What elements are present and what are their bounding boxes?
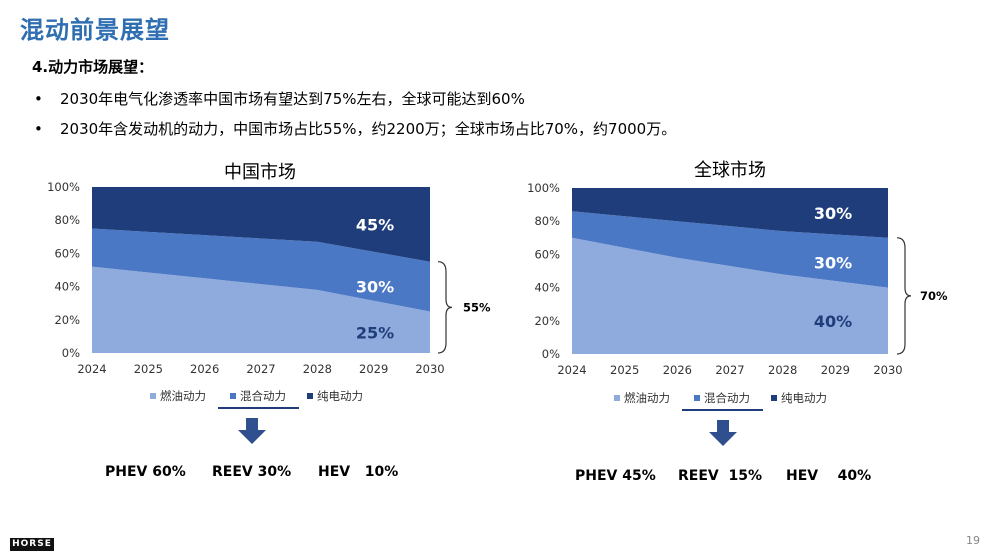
x-tick-label: 2028 [768,363,797,377]
x-tick-label: 2026 [190,362,219,376]
area-series-3 [92,187,430,262]
legend-label: 纯电动力 [317,389,363,403]
chart-china: 0% 20% 40% 60% 80% 100% 2024 2025 2026 2027 2028 20… [47,180,491,444]
segment-value-label: 40% [814,312,852,331]
area-series-3 [572,188,888,238]
brace-label: 70% [920,289,948,303]
bullet-item: • 2030年电气化渗透率中国市场有望达到75%左右，全球可能达到60% [34,88,525,109]
brace-label: 55% [463,300,491,314]
y-tick-label: 80% [534,214,560,228]
bullet-text: 2030年电气化渗透率中国市场有望达到75%左右，全球可能达到60% [60,90,525,108]
x-tick-label: 2024 [557,363,586,377]
y-tick-label: 100% [527,181,560,195]
legend-label: 混合动力 [240,389,286,403]
legend-label: 纯电动力 [781,391,827,405]
x-tick-label: 2025 [134,362,163,376]
y-tick-label: 100% [47,180,80,194]
x-tick-label: 2029 [359,362,388,376]
x-tick-label: 2024 [77,362,106,376]
section-subheading: 4.动力市场展望： [32,58,154,76]
area-series-2 [92,228,430,312]
legend-swatch [694,395,700,401]
x-tick-label: 2026 [663,363,692,377]
y-tick-label: 40% [54,280,80,294]
bullet-text: 2030年含发动机的动力，中国市场占比55%，约2200万；全球市场占比70%，… [60,120,677,138]
chart-title-global: 全球市场 [694,160,766,181]
chart-global: 0% 20% 40% 60% 80% 100% 2024 2025 2026 2027 2028 20… [527,181,948,446]
area-series-1 [572,237,888,354]
x-tick-label: 2030 [873,363,902,377]
mix-text-china-reev: REEV 30% [212,464,292,480]
brace-icon [437,261,453,354]
down-arrow-icon [238,418,266,444]
legend-swatch [614,395,620,401]
legend-swatch [771,395,777,401]
y-tick-label: 80% [54,213,80,227]
chart-title-china: 中国市场 [224,162,296,183]
legend-label: 燃油动力 [160,389,206,403]
x-tick-label: 2030 [415,362,444,376]
legend-label: 燃油动力 [624,391,670,405]
segment-value-label: 30% [814,204,852,223]
horse-logo: HORSE [10,538,54,551]
legend-swatch [150,393,156,399]
mix-text-global-hev: HEV 40% [786,468,872,484]
down-arrow-icon [709,420,737,446]
segment-value-label: 25% [356,323,394,342]
mix-text-china-hev: HEV 10% [318,464,399,480]
x-tick-label: 2027 [246,362,275,376]
y-tick-label: 0% [62,346,80,360]
page-number: 19 [966,534,980,547]
area-series-2 [572,211,888,288]
y-tick-label: 40% [534,281,560,295]
y-tick-label: 20% [54,313,80,327]
x-tick-label: 2029 [821,363,850,377]
mix-text-global-phev: PHEV 45% [575,468,656,484]
legend-swatch [230,393,236,399]
legend-swatch [307,393,313,399]
segment-value-label: 45% [356,215,394,234]
mix-text-global-reev: REEV 15% [678,468,762,484]
x-tick-label: 2025 [610,363,639,377]
bullet-dot: • [34,120,43,138]
bullet-item: • 2030年含发动机的动力，中国市场占比55%，约2200万；全球市场占比70%… [34,118,676,139]
y-tick-label: 20% [534,314,560,328]
segment-value-label: 30% [356,278,394,297]
y-tick-label: 0% [542,347,560,361]
x-tick-label: 2027 [715,363,744,377]
segment-value-label: 30% [814,254,852,273]
x-tick-label: 2028 [303,362,332,376]
mix-text-china-phev: PHEV 60% [105,464,186,480]
page-title: 混动前景展望 [20,16,170,44]
y-tick-label: 60% [534,247,560,261]
y-tick-label: 60% [54,246,80,260]
legend-label: 混合动力 [704,391,750,405]
area-series-1 [92,266,430,353]
bullet-dot: • [34,90,43,108]
brace-icon [896,237,912,355]
